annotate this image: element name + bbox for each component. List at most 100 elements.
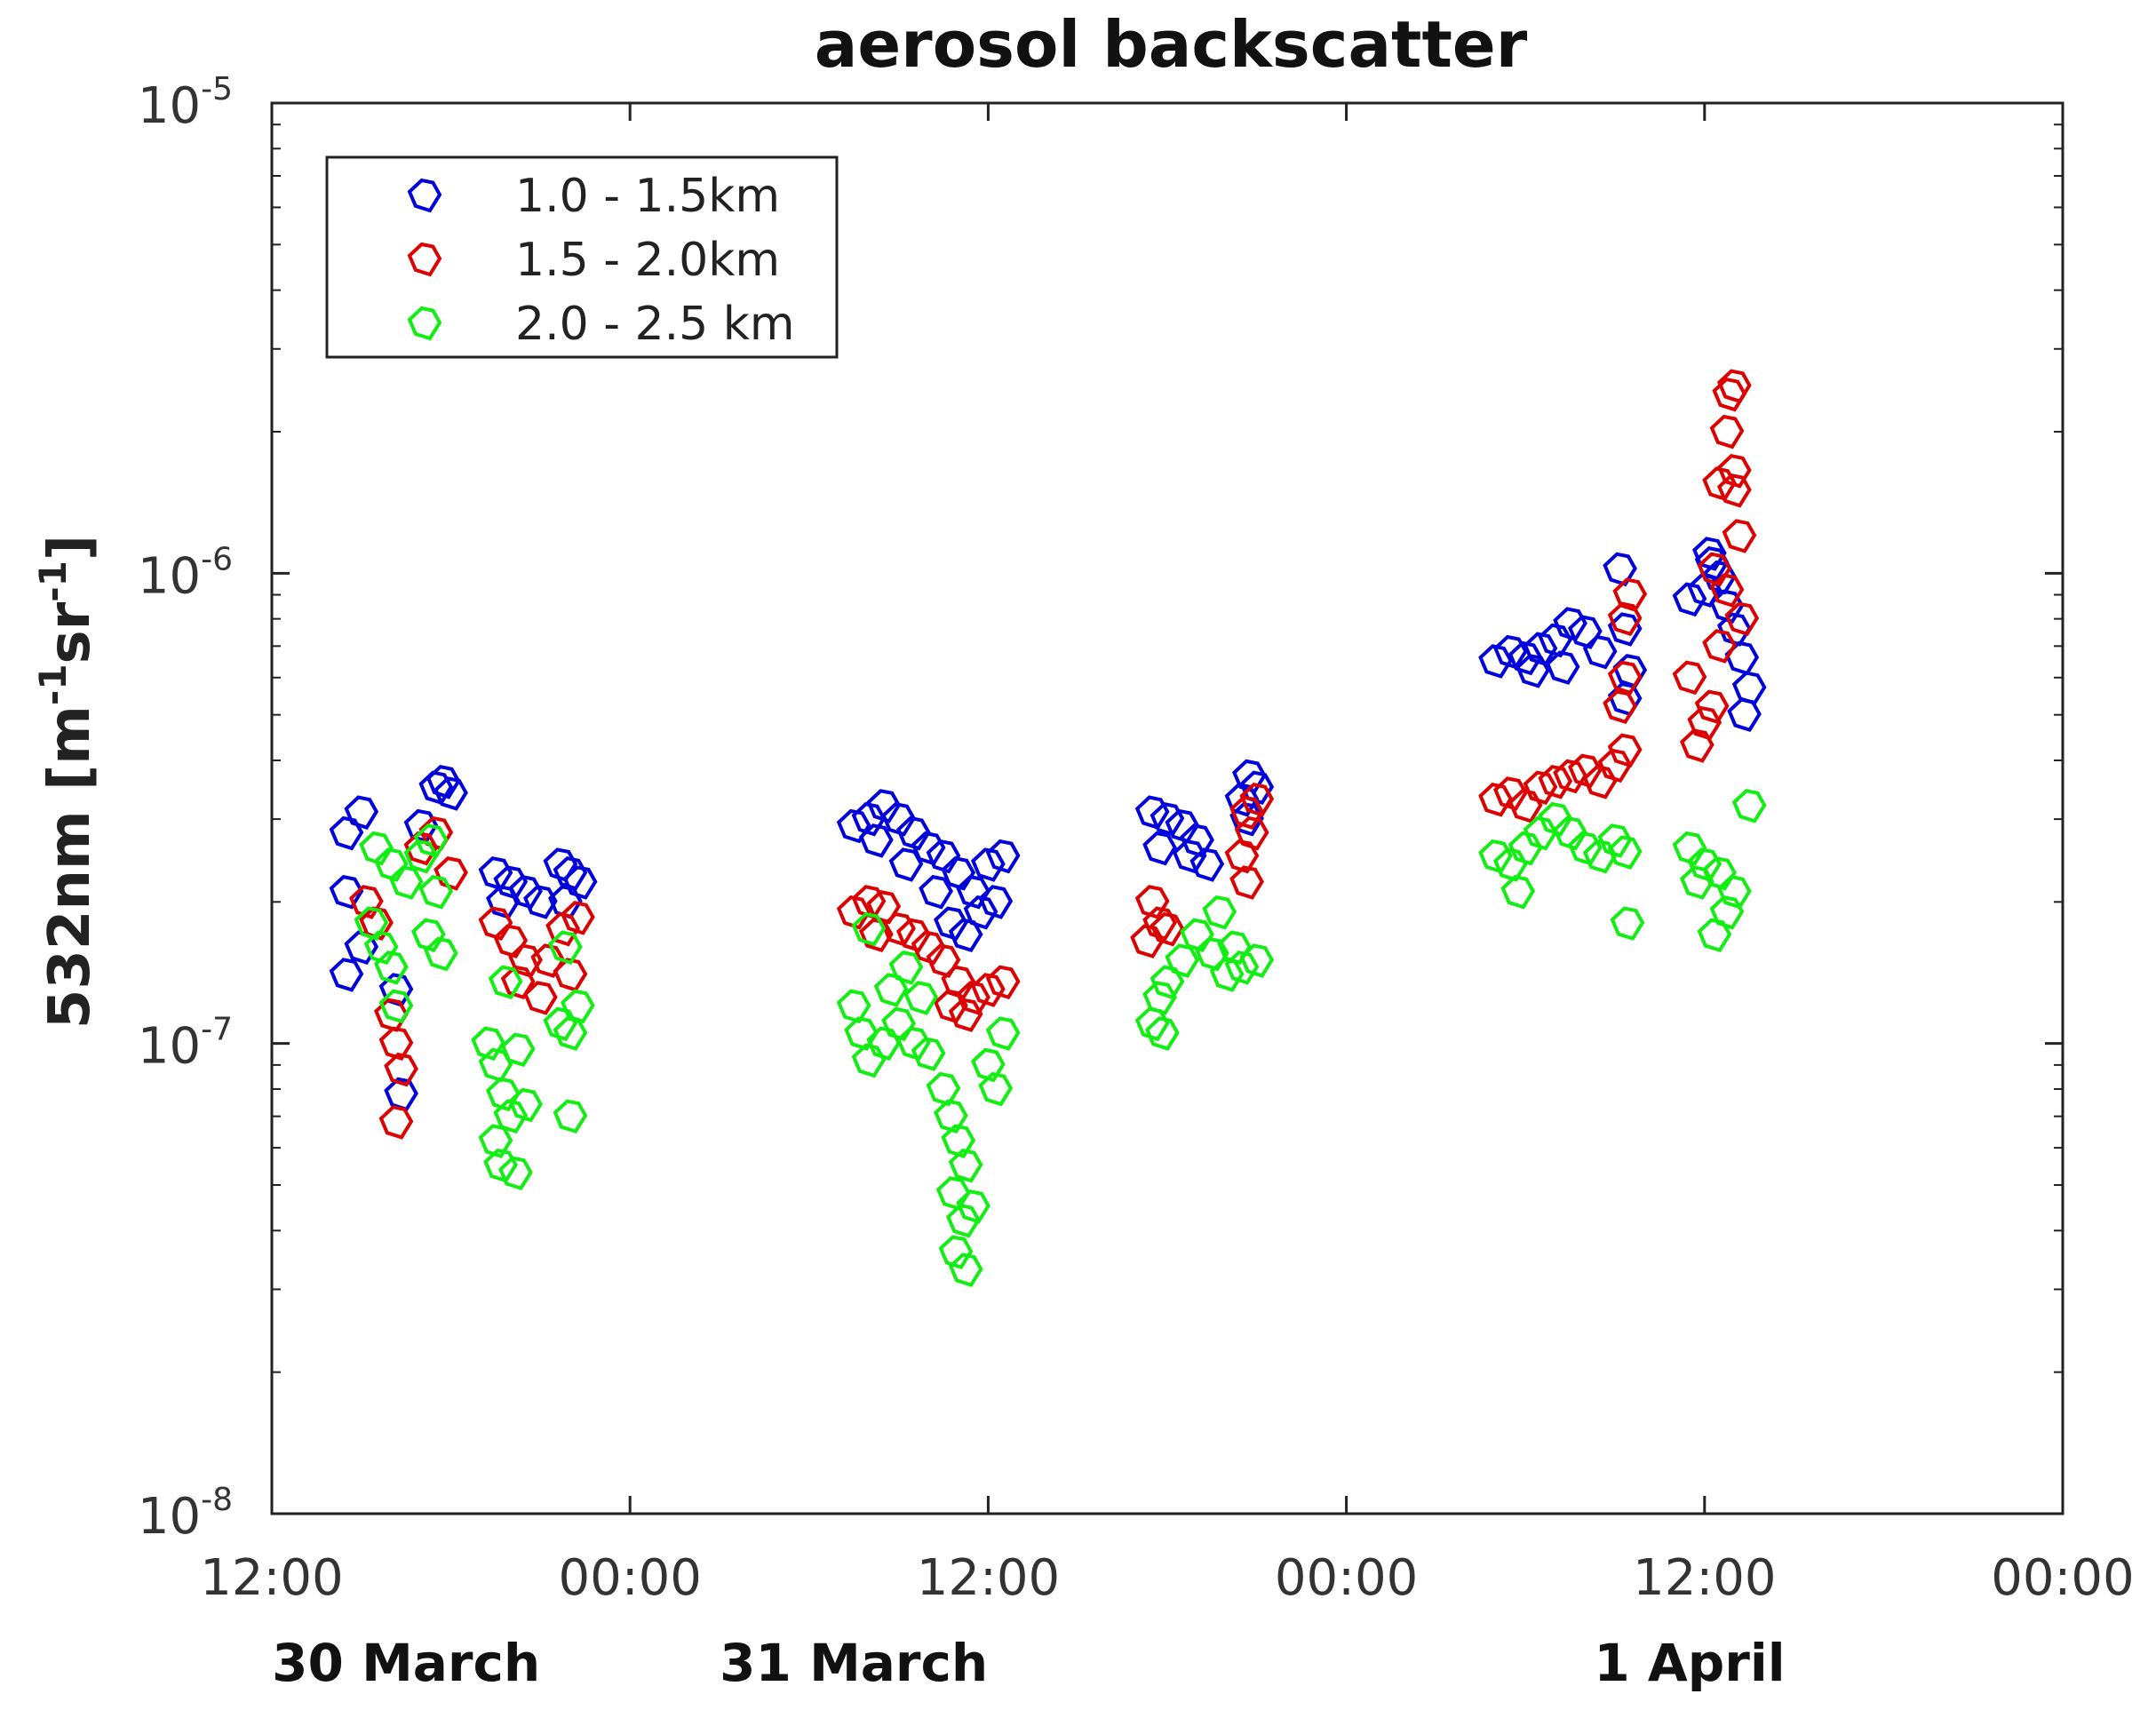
data-point	[1687, 705, 1722, 741]
data-point	[881, 1006, 916, 1042]
data-point	[1697, 918, 1732, 953]
data-point	[523, 885, 558, 919]
data-point	[941, 856, 976, 891]
data-point	[851, 1043, 887, 1078]
y-tick-label: 10-5	[138, 71, 233, 135]
data-point	[971, 847, 1006, 882]
data-point	[1189, 847, 1225, 882]
data-point	[1597, 748, 1633, 783]
data-point	[413, 823, 449, 858]
x-tick-label: 00:00	[559, 1549, 702, 1607]
data-point	[543, 1006, 578, 1042]
data-point	[926, 943, 961, 978]
data-point	[1553, 607, 1587, 641]
data-point	[1553, 815, 1587, 851]
data-point	[888, 950, 924, 985]
y-tick-label: 10-6	[138, 541, 233, 605]
data-point	[1692, 537, 1727, 571]
data-point	[1672, 831, 1707, 866]
data-point	[1134, 885, 1170, 919]
data-point	[978, 1071, 1014, 1107]
data-point	[1229, 801, 1264, 837]
data-point	[866, 789, 902, 823]
data-point	[553, 856, 588, 891]
data-point	[1582, 634, 1618, 670]
data-point	[1165, 943, 1200, 978]
data-point	[1722, 519, 1757, 553]
data-points	[329, 369, 1767, 1287]
data-point	[384, 1052, 418, 1087]
data-point	[934, 1099, 968, 1134]
x-tick-label: 12:00	[1633, 1549, 1776, 1607]
data-point	[1709, 589, 1745, 624]
data-point	[1697, 552, 1732, 587]
data-point	[836, 989, 871, 1024]
data-point	[1202, 895, 1237, 930]
data-point	[403, 831, 439, 866]
data-point	[471, 1026, 505, 1062]
data-point	[1538, 623, 1573, 658]
data-point	[948, 918, 983, 953]
data-point	[1516, 654, 1550, 688]
data-point	[359, 906, 394, 941]
data-point	[1597, 823, 1633, 858]
data-point	[956, 874, 990, 910]
data-point	[500, 965, 536, 1000]
data-point	[941, 965, 976, 1000]
data-point	[1717, 454, 1752, 489]
data-point	[329, 874, 364, 910]
x-tick-label: 12:00	[200, 1549, 343, 1607]
data-point	[1607, 835, 1643, 870]
data-point	[378, 1026, 414, 1062]
data-point	[486, 1077, 521, 1112]
data-point	[493, 1099, 529, 1134]
data-point	[498, 1156, 533, 1190]
data-point	[545, 911, 580, 947]
data-point	[963, 895, 998, 930]
date-labels: 30 March 31 March 1 April	[272, 1633, 1785, 1693]
data-point	[1493, 847, 1528, 882]
data-point	[1612, 654, 1648, 688]
data-point	[329, 958, 364, 992]
svg-text:532nm [m-1sr-1]: 532nm [m-1sr-1]	[31, 535, 103, 1029]
axis-ticks	[270, 101, 2065, 1515]
data-point	[1717, 473, 1752, 508]
data-point	[866, 1026, 902, 1062]
data-point	[881, 801, 916, 837]
data-point	[1680, 728, 1714, 763]
data-point	[378, 1105, 414, 1140]
data-point	[1717, 369, 1752, 404]
data-point	[418, 874, 454, 910]
data-point	[844, 1016, 879, 1051]
data-point	[985, 839, 1021, 874]
data-point	[1680, 865, 1714, 900]
data-point	[388, 865, 424, 900]
series-2	[349, 369, 1760, 1140]
y-tick-labels: 10-5 10-6 10-7 10-8	[138, 71, 233, 1546]
data-point	[359, 831, 394, 866]
x-tick-label: 00:00	[1275, 1549, 1418, 1607]
data-point	[971, 1047, 1006, 1083]
data-point	[1582, 839, 1618, 874]
data-point	[411, 918, 446, 953]
data-point	[1568, 615, 1603, 649]
data-point	[934, 906, 968, 941]
data-point	[488, 965, 523, 1000]
data-point	[1582, 765, 1618, 799]
data-point	[1727, 697, 1762, 733]
data-point	[561, 901, 595, 935]
data-point	[1702, 629, 1737, 664]
data-point	[851, 801, 887, 837]
data-point	[859, 918, 894, 953]
data-point	[1607, 601, 1643, 637]
data-point	[478, 1124, 513, 1158]
date-label: 31 March	[720, 1633, 988, 1693]
data-point	[1731, 789, 1767, 823]
data-point	[1224, 839, 1260, 874]
data-point	[349, 885, 384, 919]
data-point	[1672, 582, 1707, 617]
data-point	[1478, 783, 1513, 817]
data-point	[1229, 795, 1264, 830]
data-point	[948, 998, 983, 1032]
data-point	[1130, 924, 1165, 958]
